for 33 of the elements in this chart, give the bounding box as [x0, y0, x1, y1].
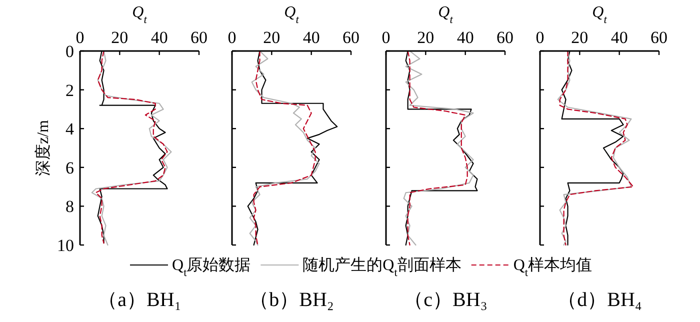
x-tick-label: 20: [571, 28, 588, 47]
x-tick-label: 0: [382, 28, 390, 47]
text: （a）BH₁: [98, 289, 182, 311]
y-tick-label: 6: [66, 158, 74, 178]
text: （d）BH₄: [557, 289, 642, 311]
x-tick-label: 20: [263, 28, 280, 47]
y-tick-label: 4: [66, 120, 74, 139]
legend-label: Q$_{t}$样本均值: [513, 256, 592, 279]
y-tick-label: 2: [66, 80, 74, 100]
x-tick-label: 40: [150, 28, 168, 47]
text: （b）BH₂: [249, 289, 334, 311]
x-tick-label: 40: [302, 28, 320, 47]
x-tick-label: 20: [111, 28, 128, 47]
x-tick-label: 60: [650, 28, 668, 47]
x-tick-label: 60: [342, 28, 360, 47]
y-tick-label: 8: [66, 197, 74, 216]
x-axis-title: Q$_{t}$: [438, 4, 454, 26]
x-tick-label: 40: [610, 28, 628, 47]
x-axis-title: Q$_{t}$: [592, 4, 608, 26]
y-tick-label: 0: [66, 42, 74, 61]
legend-label: Q$_{t}$原始数据: [172, 257, 251, 279]
x-tick-label: 60: [496, 28, 514, 47]
text: （c）BH₃: [404, 289, 488, 311]
y-tick-label: 10: [57, 236, 74, 255]
x-tick-label: 60: [190, 28, 208, 47]
x-axis-title: Q$_{t}$: [132, 4, 148, 26]
x-tick-label: 40: [456, 28, 474, 47]
y-axis-title: 深度z/m: [34, 119, 52, 176]
x-tick-label: 0: [536, 28, 544, 47]
x-tick-label: 20: [417, 28, 434, 47]
x-tick-label: 0: [228, 28, 236, 47]
legend-label: 随机产生的Q$_{t}$剖面样本: [302, 256, 462, 279]
x-axis-title: Q$_{t}$: [284, 4, 300, 26]
